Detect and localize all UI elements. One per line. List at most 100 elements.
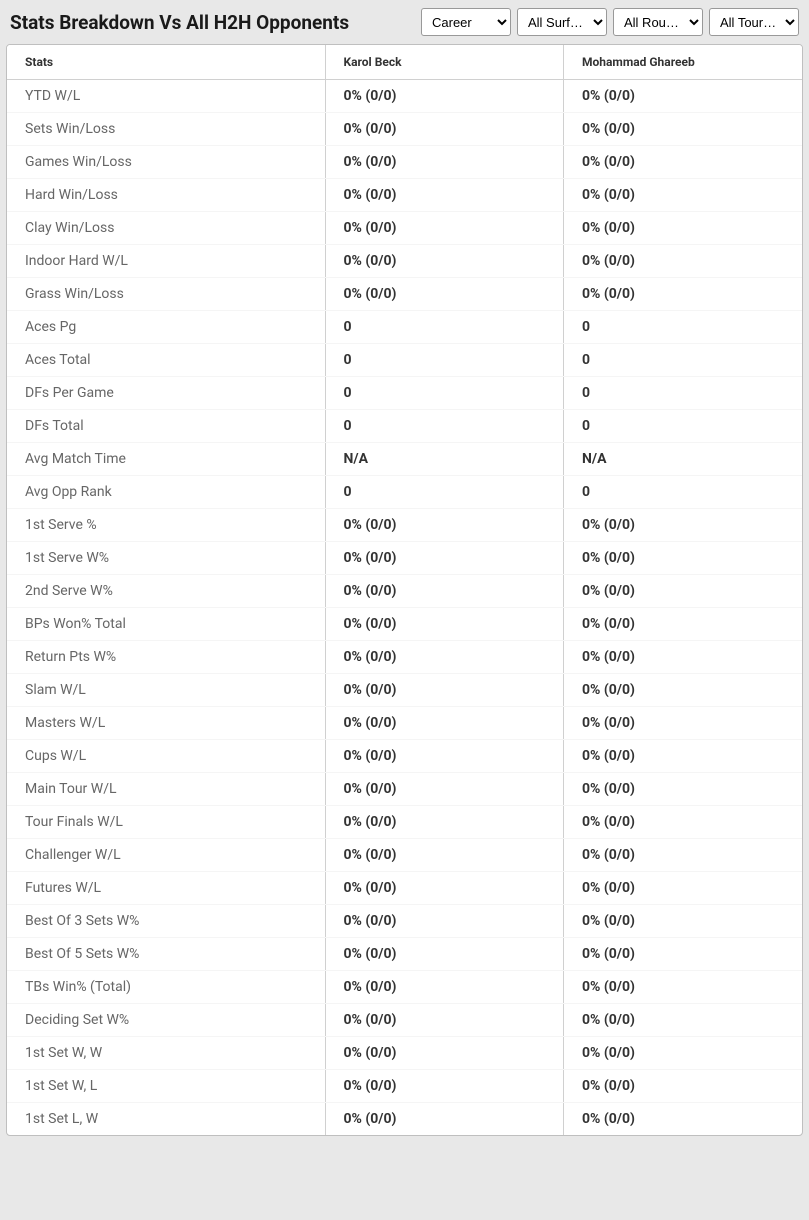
stat-value: 0% (0/0) [325, 1037, 564, 1070]
stat-value: 0% (0/0) [564, 872, 803, 905]
stat-value: 0% (0/0) [564, 575, 803, 608]
stat-value: 0% (0/0) [325, 278, 564, 311]
stat-value: 0% (0/0) [564, 608, 803, 641]
stat-value: 0% (0/0) [564, 1070, 803, 1103]
stat-value: N/A [325, 443, 564, 476]
page-title: Stats Breakdown Vs All H2H Opponents [10, 11, 349, 34]
stat-label: Aces Total [7, 344, 325, 377]
stat-value: 0 [325, 377, 564, 410]
stat-value: 0% (0/0) [564, 707, 803, 740]
stat-label: 1st Serve % [7, 509, 325, 542]
stat-label: 1st Set L, W [7, 1103, 325, 1136]
table-row: Best Of 5 Sets W%0% (0/0)0% (0/0) [7, 938, 802, 971]
table-row: YTD W/L0% (0/0)0% (0/0) [7, 80, 802, 113]
stat-value: 0% (0/0) [325, 146, 564, 179]
stat-value: 0% (0/0) [564, 905, 803, 938]
stats-table: Stats Karol Beck Mohammad Ghareeb YTD W/… [7, 45, 802, 1135]
tour-select[interactable]: All Tour… [709, 8, 799, 36]
stat-value: 0% (0/0) [564, 509, 803, 542]
stat-label: Sets Win/Loss [7, 113, 325, 146]
stat-label: Indoor Hard W/L [7, 245, 325, 278]
stat-value: 0% (0/0) [325, 707, 564, 740]
table-row: Tour Finals W/L0% (0/0)0% (0/0) [7, 806, 802, 839]
stat-value: 0% (0/0) [564, 806, 803, 839]
table-row: Games Win/Loss0% (0/0)0% (0/0) [7, 146, 802, 179]
table-row: Avg Match TimeN/AN/A [7, 443, 802, 476]
stat-value: 0% (0/0) [325, 641, 564, 674]
stat-value: 0% (0/0) [564, 245, 803, 278]
stat-value: 0% (0/0) [325, 245, 564, 278]
table-row: Cups W/L0% (0/0)0% (0/0) [7, 740, 802, 773]
stat-value: 0 [325, 311, 564, 344]
period-select[interactable]: Career [421, 8, 511, 36]
stat-label: Clay Win/Loss [7, 212, 325, 245]
stat-value: 0% (0/0) [564, 146, 803, 179]
col-player1: Karol Beck [325, 45, 564, 80]
table-row: Challenger W/L0% (0/0)0% (0/0) [7, 839, 802, 872]
stat-label: Cups W/L [7, 740, 325, 773]
stat-label: 1st Set W, L [7, 1070, 325, 1103]
stat-value: 0% (0/0) [564, 179, 803, 212]
table-row: BPs Won% Total0% (0/0)0% (0/0) [7, 608, 802, 641]
table-row: Sets Win/Loss0% (0/0)0% (0/0) [7, 113, 802, 146]
stat-label: TBs Win% (Total) [7, 971, 325, 1004]
table-row: 1st Set W, W0% (0/0)0% (0/0) [7, 1037, 802, 1070]
stat-value: 0% (0/0) [564, 674, 803, 707]
col-stats: Stats [7, 45, 325, 80]
stat-value: 0% (0/0) [325, 773, 564, 806]
table-row: Masters W/L0% (0/0)0% (0/0) [7, 707, 802, 740]
stat-label: Futures W/L [7, 872, 325, 905]
stat-value: 0 [325, 410, 564, 443]
stat-value: 0% (0/0) [325, 806, 564, 839]
stat-value: 0 [564, 377, 803, 410]
stat-value: 0% (0/0) [325, 1103, 564, 1136]
col-player2: Mohammad Ghareeb [564, 45, 803, 80]
stat-value: 0% (0/0) [325, 740, 564, 773]
stat-value: 0% (0/0) [564, 278, 803, 311]
stat-value: 0 [325, 344, 564, 377]
surface-select[interactable]: All Surf… [517, 8, 607, 36]
stat-label: Slam W/L [7, 674, 325, 707]
stat-value: 0% (0/0) [564, 113, 803, 146]
table-row: 1st Set W, L0% (0/0)0% (0/0) [7, 1070, 802, 1103]
stat-label: Deciding Set W% [7, 1004, 325, 1037]
stat-value: 0% (0/0) [325, 113, 564, 146]
stat-value: 0% (0/0) [564, 1103, 803, 1136]
stat-value: 0% (0/0) [325, 905, 564, 938]
stats-table-container: Stats Karol Beck Mohammad Ghareeb YTD W/… [6, 44, 803, 1136]
table-row: DFs Per Game00 [7, 377, 802, 410]
stat-value: 0% (0/0) [325, 839, 564, 872]
table-row: Futures W/L0% (0/0)0% (0/0) [7, 872, 802, 905]
stat-label: YTD W/L [7, 80, 325, 113]
stat-value: 0% (0/0) [325, 1070, 564, 1103]
stat-value: 0% (0/0) [564, 1037, 803, 1070]
table-row: Aces Pg00 [7, 311, 802, 344]
round-select[interactable]: All Rou… [613, 8, 703, 36]
stat-label: 1st Serve W% [7, 542, 325, 575]
table-row: Best Of 3 Sets W%0% (0/0)0% (0/0) [7, 905, 802, 938]
table-row: Clay Win/Loss0% (0/0)0% (0/0) [7, 212, 802, 245]
stat-value: 0% (0/0) [325, 80, 564, 113]
table-row: Slam W/L0% (0/0)0% (0/0) [7, 674, 802, 707]
stat-label: DFs Per Game [7, 377, 325, 410]
stat-label: Tour Finals W/L [7, 806, 325, 839]
stat-value: 0% (0/0) [325, 608, 564, 641]
stat-label: Best Of 5 Sets W% [7, 938, 325, 971]
stat-value: 0% (0/0) [325, 1004, 564, 1037]
stat-value: 0 [564, 476, 803, 509]
stat-label: Return Pts W% [7, 641, 325, 674]
stat-value: 0% (0/0) [564, 773, 803, 806]
stat-value: 0% (0/0) [325, 575, 564, 608]
stat-label: BPs Won% Total [7, 608, 325, 641]
stat-label: Avg Match Time [7, 443, 325, 476]
stat-value: 0% (0/0) [564, 212, 803, 245]
stat-label: Masters W/L [7, 707, 325, 740]
stat-value: 0% (0/0) [325, 509, 564, 542]
stat-label: Main Tour W/L [7, 773, 325, 806]
filter-bar: Career All Surf… All Rou… All Tour… [421, 8, 799, 36]
stat-value: 0% (0/0) [564, 1004, 803, 1037]
table-row: Return Pts W%0% (0/0)0% (0/0) [7, 641, 802, 674]
table-row: 2nd Serve W%0% (0/0)0% (0/0) [7, 575, 802, 608]
stat-label: Hard Win/Loss [7, 179, 325, 212]
stat-value: 0% (0/0) [564, 740, 803, 773]
